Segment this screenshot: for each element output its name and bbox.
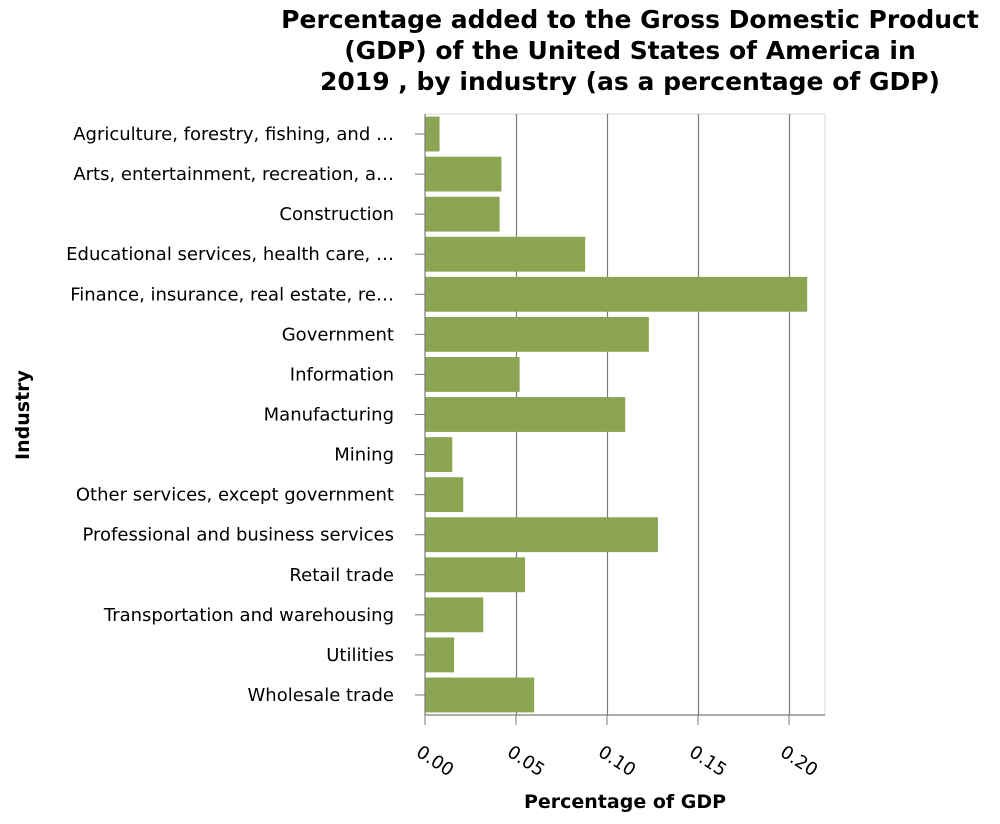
category-label-2: Construction xyxy=(279,204,394,225)
category-label-13: Utilities xyxy=(326,645,394,666)
bar-5 xyxy=(425,316,649,352)
category-label-11: Retail trade xyxy=(289,565,394,586)
x-tick-label-0.05: 0.05 xyxy=(503,742,548,781)
category-label-10: Professional and business services xyxy=(82,525,394,546)
chart-title-line-3: 2019 , by industry (as a percentage of G… xyxy=(320,67,940,96)
bar-7 xyxy=(425,397,626,432)
x-tick-label-0.00: 0.00 xyxy=(412,742,457,781)
category-label-0: Agriculture, forestry, fishing, and … xyxy=(73,124,394,145)
bar-11 xyxy=(425,557,526,593)
x-tick-label-0.10: 0.10 xyxy=(594,742,639,781)
category-label-12: Transportation and warehousing xyxy=(103,605,394,626)
bar-4 xyxy=(425,276,808,312)
category-label-14: Wholesale trade xyxy=(248,685,395,706)
bar-8 xyxy=(425,437,453,472)
bar-12 xyxy=(425,597,484,633)
plot-frame xyxy=(425,113,826,715)
category-label-4: Finance, insurance, real estate, re… xyxy=(70,284,394,305)
bar-3 xyxy=(425,236,586,272)
bar-0 xyxy=(425,116,440,152)
chart-title-line-1: Percentage added to the Gross Domestic P… xyxy=(281,5,979,34)
category-label-5: Government xyxy=(282,324,394,345)
category-label-8: Mining xyxy=(334,445,394,466)
chart-title: Percentage added to the Gross Domestic P… xyxy=(250,4,1000,97)
bar-6 xyxy=(425,357,520,392)
axes xyxy=(415,114,825,716)
bar-9 xyxy=(425,477,464,513)
x-axis-title: Percentage of GDP xyxy=(524,791,726,813)
bar-1 xyxy=(425,156,502,192)
bar-10 xyxy=(425,517,658,553)
chart-title-line-2: (GDP) of the United States of America in xyxy=(344,36,916,65)
category-label-7: Manufacturing xyxy=(264,405,394,426)
x-tick-label-0.15: 0.15 xyxy=(685,742,730,781)
bars xyxy=(425,116,808,713)
category-labels: Agriculture, forestry, fishing, and … Art… xyxy=(66,124,394,706)
category-label-9: Other services, except government xyxy=(76,485,394,506)
bar-2 xyxy=(425,196,500,232)
category-label-3: Educational services, health care, … xyxy=(66,244,394,265)
y-axis-title: Industry xyxy=(12,369,34,459)
bar-13 xyxy=(425,637,455,673)
category-label-1: Arts, entertainment, recreation, a… xyxy=(73,164,394,185)
bar-14 xyxy=(425,677,535,713)
x-tick-label-0.20: 0.20 xyxy=(776,742,821,781)
x-tick-labels: 0.00 0.05 0.10 0.15 0.20 xyxy=(412,715,821,781)
category-label-6: Information xyxy=(290,364,394,385)
